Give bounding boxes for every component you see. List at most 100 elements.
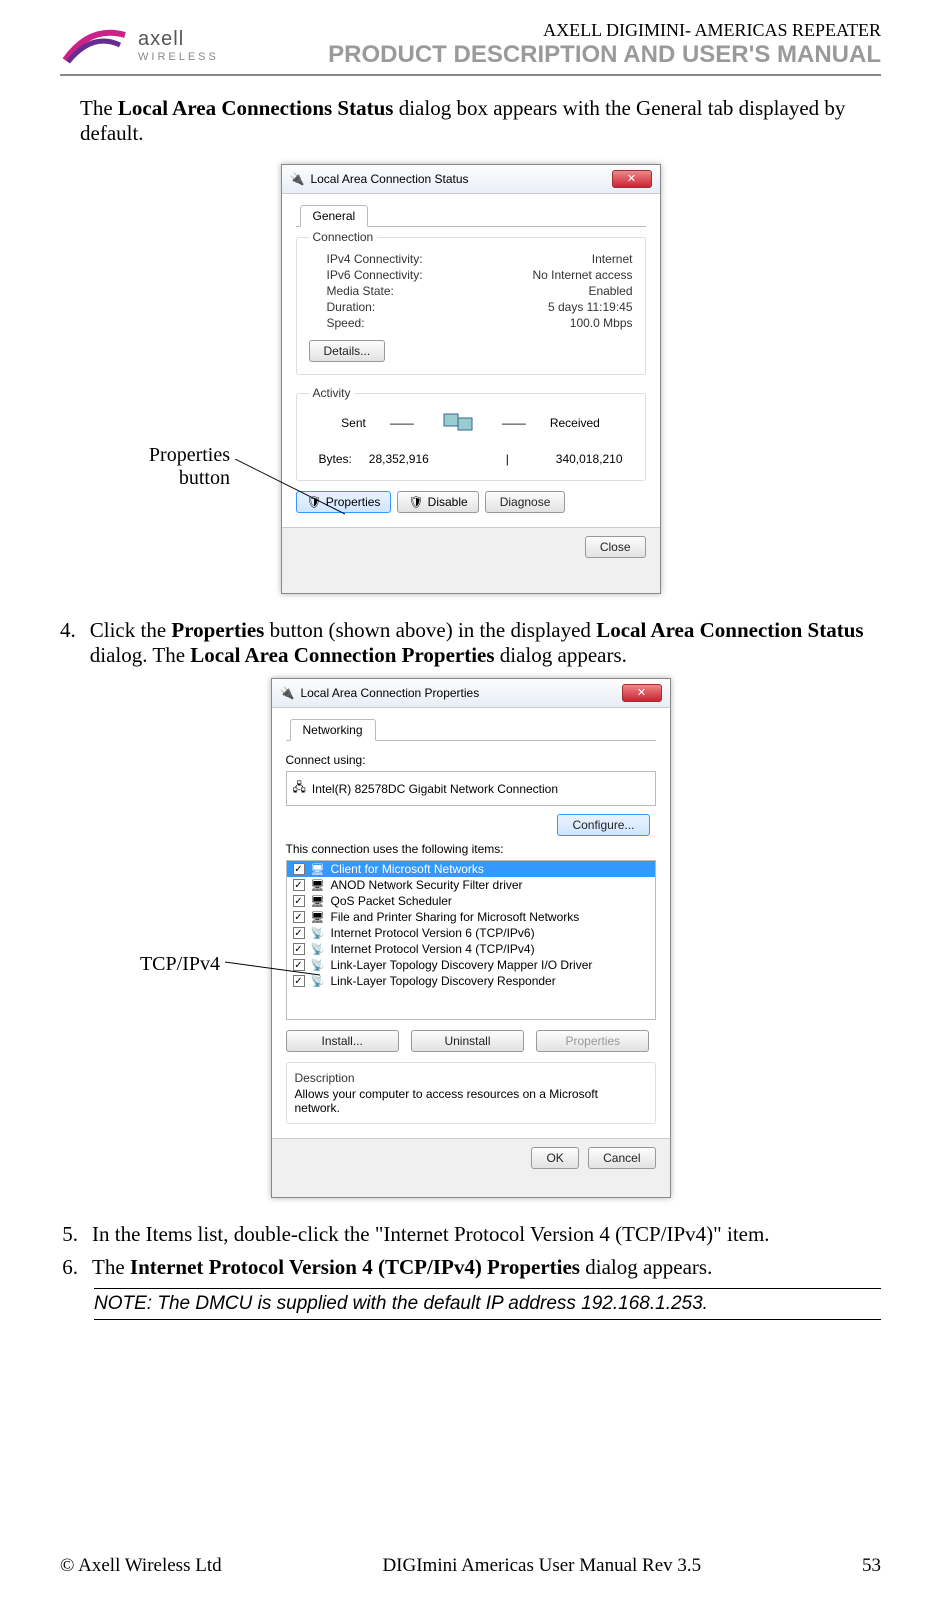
step-5-text: In the Items list, double-click the "Int… — [92, 1222, 770, 1247]
status-titlebar: 🔌 Local Area Connection Status ✕ — [282, 165, 660, 194]
footer-right: 53 — [862, 1555, 881, 1577]
description-label: Description — [295, 1071, 647, 1085]
list-item[interactable]: ✓🖥File and Printer Sharing for Microsoft… — [287, 909, 655, 925]
item-properties-button[interactable]: Properties — [536, 1030, 649, 1052]
props-tabstrip: Networking — [286, 718, 656, 741]
page-footer: © Axell Wireless Ltd DIGImini Americas U… — [60, 1555, 881, 1577]
step-4-text: Click the Properties button (shown above… — [90, 618, 881, 668]
connection-group-label: Connection — [309, 230, 378, 244]
tab-general[interactable]: General — [300, 205, 369, 227]
bytes-row: Bytes: 28,352,916 | 340,018,210 — [309, 452, 633, 466]
step-4-num: 4. — [60, 618, 76, 668]
list-item[interactable]: ✓📡Internet Protocol Version 6 (TCP/IPv6) — [287, 925, 655, 941]
logo-swoosh-icon — [60, 20, 130, 70]
client-icon: 🖥 — [311, 862, 325, 876]
callout-tcpip-text: TCP/IPv4 — [140, 953, 220, 975]
activity-dash1: —— — [390, 416, 414, 430]
description-text: Allows your computer to access resources… — [295, 1087, 647, 1115]
row-ipv6: IPv6 Connectivity:No Internet access — [327, 268, 633, 282]
network-icon: 🔌 — [290, 172, 305, 186]
details-button[interactable]: Details... — [309, 340, 386, 362]
checkbox-icon[interactable]: ✓ — [293, 943, 305, 955]
activity-dash2: —— — [502, 416, 526, 430]
qos-icon: 🖥 — [311, 894, 325, 908]
connect-using-label: Connect using: — [286, 753, 656, 767]
props-body: Networking Connect using: 🖧 Intel(R) 825… — [272, 708, 670, 1138]
connection-rows: IPv4 Connectivity:Internet IPv6 Connecti… — [309, 252, 633, 330]
checkbox-icon[interactable]: ✓ — [293, 911, 305, 923]
protocol-icon: 📡 — [311, 942, 325, 956]
adapter-box: 🖧 Intel(R) 82578DC Gigabit Network Conne… — [286, 771, 656, 806]
logo-top-text: axell — [138, 28, 184, 50]
received-label: Received — [550, 416, 600, 430]
header-title-1: AXELL DIGIMINI- AMERICAS REPEATER — [328, 20, 881, 41]
close-button[interactable]: ✕ — [622, 684, 662, 702]
driver-icon: 🖥 — [311, 878, 325, 892]
row-speed: Speed:100.0 Mbps — [327, 316, 633, 330]
logo-sub-text: WIRELESS — [138, 51, 219, 63]
checkbox-icon[interactable]: ✓ — [293, 879, 305, 891]
close-button-bottom[interactable]: Close — [585, 536, 646, 558]
checkbox-icon[interactable]: ✓ — [293, 863, 305, 875]
bytes-recv: 340,018,210 — [556, 452, 623, 466]
list-item[interactable]: ✓📡Internet Protocol Version 4 (TCP/IPv4) — [287, 941, 655, 957]
list-item[interactable]: ✓📡Link-Layer Topology Discovery Mapper I… — [287, 957, 655, 973]
disable-button[interactable]: 🛡Disable — [397, 491, 478, 513]
status-body: General Connection IPv4 Connectivity:Int… — [282, 194, 660, 527]
configure-row: Configure... — [286, 814, 656, 836]
props-mid-buttons: Install... Uninstall Properties — [286, 1030, 656, 1052]
page: axell WIRELESS AXELL DIGIMINI- AMERICAS … — [0, 0, 941, 1601]
footer-left: © Axell Wireless Ltd — [60, 1555, 222, 1577]
items-listbox[interactable]: ✓🖥Client for Microsoft Networks ✓🖥ANOD N… — [286, 860, 656, 1020]
logo-text-block: axell WIRELESS — [138, 28, 219, 63]
logo-block: axell WIRELESS — [60, 20, 219, 70]
status-title: Local Area Connection Status — [310, 172, 468, 186]
protocol-icon: 📡 — [311, 926, 325, 940]
row-media: Media State:Enabled — [327, 284, 633, 298]
adapter-icon: 🖧 — [293, 778, 306, 799]
figure-2-wrap: TCP/IPv4 🔌 Local Area Connection Propert… — [60, 678, 881, 1198]
bytes-label: Bytes: — [319, 452, 352, 466]
checkbox-icon[interactable]: ✓ — [293, 927, 305, 939]
network-icon: 🔌 — [280, 686, 295, 700]
props-bottom-bar: OK Cancel — [272, 1138, 670, 1177]
header-right: AXELL DIGIMINI- AMERICAS REPEATER PRODUC… — [328, 20, 881, 69]
activity-icon — [438, 408, 478, 438]
diagnose-button[interactable]: Diagnose — [485, 491, 566, 513]
properties-dialog: 🔌 Local Area Connection Properties ✕ Net… — [271, 678, 671, 1198]
close-button[interactable]: ✕ — [612, 170, 652, 188]
sent-label: Sent — [341, 416, 366, 430]
header-title-2: PRODUCT DESCRIPTION AND USER'S MANUAL — [328, 41, 881, 69]
list-item[interactable]: ✓🖥QoS Packet Scheduler — [287, 893, 655, 909]
step-5: 5. In the Items list, double-click the "… — [60, 1222, 881, 1247]
shield-icon: 🛡 — [408, 495, 423, 509]
list-item[interactable]: ✓🖥Client for Microsoft Networks — [287, 861, 655, 877]
step-6-text: The Internet Protocol Version 4 (TCP/IPv… — [92, 1255, 712, 1280]
bytes-sep: | — [506, 452, 509, 466]
callout-tcpip: TCP/IPv4 — [120, 953, 220, 976]
step-4: 4. Click the Properties button (shown ab… — [60, 618, 881, 668]
list-item[interactable]: ✓🖥ANOD Network Security Filter driver — [287, 877, 655, 893]
tab-networking[interactable]: Networking — [290, 719, 376, 741]
note-block: NOTE: The DMCU is supplied with the defa… — [94, 1288, 881, 1320]
step-6-num: 6. — [60, 1255, 78, 1280]
items-label: This connection uses the following items… — [286, 842, 656, 856]
footer-center: DIGImini Americas User Manual Rev 3.5 — [382, 1555, 701, 1577]
status-button-row: 🛡Properties 🛡Disable Diagnose — [296, 491, 646, 513]
list-item[interactable]: ✓📡Link-Layer Topology Discovery Responde… — [287, 973, 655, 989]
props-titlebar: 🔌 Local Area Connection Properties ✕ — [272, 679, 670, 708]
ok-button[interactable]: OK — [531, 1147, 578, 1169]
bytes-sent: 28,352,916 — [369, 452, 429, 466]
cancel-button[interactable]: Cancel — [588, 1147, 655, 1169]
intro-paragraph: The Local Area Connections Status dialog… — [80, 96, 881, 146]
step-5-num: 5. — [60, 1222, 78, 1247]
activity-group: Activity Sent —— —— Received Bytes: 28,3… — [296, 393, 646, 481]
connection-group: Connection IPv4 Connectivity:Internet IP… — [296, 237, 646, 375]
figure-1-wrap: Properties button 🔌 Local Area Connectio… — [60, 164, 881, 594]
install-button[interactable]: Install... — [286, 1030, 399, 1052]
configure-button[interactable]: Configure... — [557, 814, 649, 836]
callout-properties-l1: Properties — [110, 444, 230, 467]
checkbox-icon[interactable]: ✓ — [293, 895, 305, 907]
uninstall-button[interactable]: Uninstall — [411, 1030, 524, 1052]
status-tabstrip: General — [296, 204, 646, 227]
